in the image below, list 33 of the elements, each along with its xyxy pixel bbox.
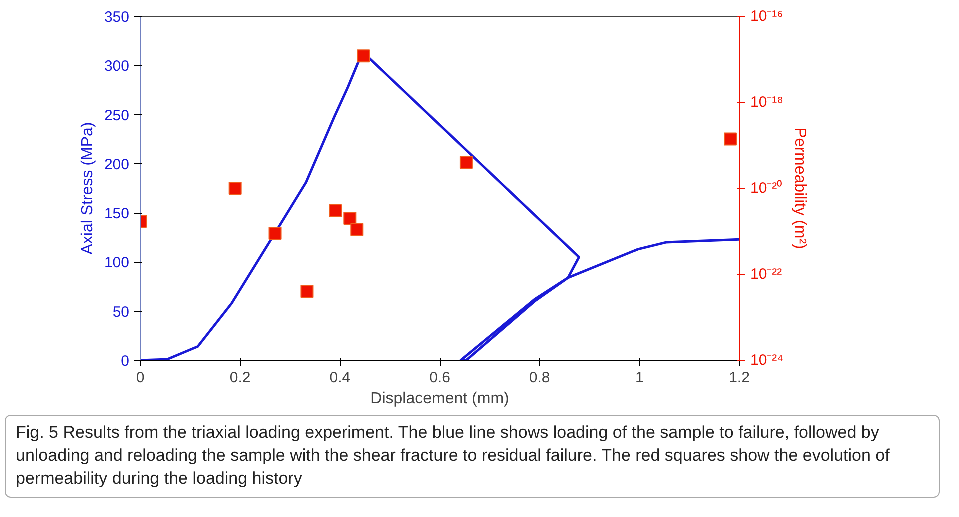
y2-tick-label: 10⁻¹⁸	[750, 94, 784, 111]
x-tick-label: 0.2	[230, 370, 251, 386]
caption: Fig. 5 Results from the triaxial loading experiment. The blue line shows loading of the sample to failure, followed by unloading and reloading the sample with the shear fracture to residual failure. The red squares show the evolution of permeability during the loading history	[16, 422, 891, 490]
y-tick-label: 50	[112, 304, 130, 321]
y-tick-label: 100	[104, 254, 130, 272]
point	[357, 50, 370, 63]
x-tick-label: 0	[136, 370, 145, 386]
y-axis-title: Axial Stress (MPa)	[79, 122, 96, 255]
x-tick-label: 0.6	[430, 370, 450, 386]
y2-tick-label: 10⁻¹⁶	[750, 8, 784, 25]
y2-tick-label: 10⁻²²	[750, 266, 782, 283]
point	[460, 156, 473, 170]
point	[268, 226, 282, 240]
y2-tick-label: 10⁻²⁰	[750, 180, 782, 197]
point	[350, 223, 364, 236]
y-tick-label: 150	[104, 206, 130, 223]
x-axis-title: Displacement (mm)	[370, 390, 510, 408]
y2-axis-title: Permeability (m²)	[792, 128, 809, 250]
y-tick-label: 0	[121, 353, 130, 370]
point	[228, 182, 242, 195]
x-tick-label: 1.2	[729, 370, 750, 386]
point	[329, 204, 342, 218]
x-tick-label: 0.8	[529, 370, 550, 386]
x-tick-label: 0.4	[330, 370, 351, 386]
point	[724, 132, 738, 146]
y-tick-label: 250	[104, 107, 130, 124]
point	[300, 285, 314, 298]
y-tick-label: 300	[104, 58, 130, 76]
y2-tick-label: 10⁻²⁴	[750, 352, 784, 369]
x-tick-label: 1	[635, 370, 644, 386]
y-tick-label: 350	[104, 9, 130, 26]
point	[344, 212, 357, 226]
y-tick-label: 200	[104, 156, 130, 174]
